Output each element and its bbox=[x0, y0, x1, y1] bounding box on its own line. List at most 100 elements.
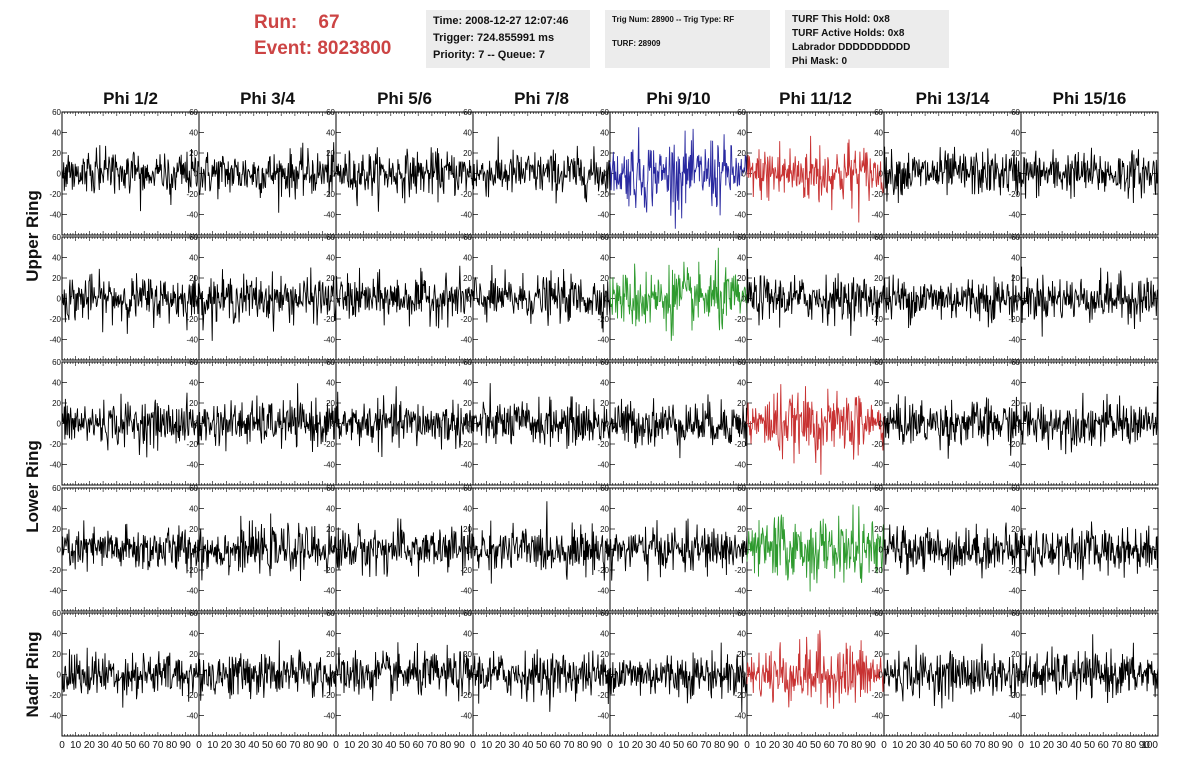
x-tick-label: 10 bbox=[1029, 740, 1041, 751]
y-tick-label: -20 bbox=[460, 691, 472, 700]
column-header: Phi 15/16 bbox=[1053, 89, 1127, 108]
phi-mask-text: Phi Mask: 0 bbox=[792, 56, 848, 67]
trig-num-text: Trig Num: 28900 -- Trig Type: RF bbox=[612, 15, 735, 24]
x-tick-label: 10 bbox=[481, 740, 493, 751]
y-tick-label: -20 bbox=[734, 190, 746, 199]
waveform-trace bbox=[746, 135, 885, 223]
x-tick-label: 40 bbox=[659, 740, 671, 751]
y-tick-label: 40 bbox=[326, 379, 335, 388]
y-tick-label: -40 bbox=[49, 712, 61, 721]
y-tick-label: -20 bbox=[49, 440, 61, 449]
y-tick-label: -20 bbox=[597, 566, 609, 575]
waveform-panel: -40 -20 0 20 40 60 bbox=[460, 108, 611, 236]
y-tick-label: -20 bbox=[1008, 566, 1020, 575]
waveform-panel: -40 -20 0 20 40 60 bbox=[871, 233, 1022, 361]
x-tick-label: 0 bbox=[1018, 740, 1024, 751]
waveform-trace bbox=[1020, 521, 1159, 581]
y-tick-label: 20 bbox=[189, 399, 198, 408]
run-label: Run: bbox=[254, 12, 298, 33]
y-tick-label: -40 bbox=[323, 712, 335, 721]
x-tick-label: 20 bbox=[495, 740, 507, 751]
turf-text: TURF: 28909 bbox=[612, 39, 661, 48]
y-tick-label: 20 bbox=[737, 525, 746, 534]
y-tick-label: 20 bbox=[326, 274, 335, 283]
waveform-panel: -40 -20 0 20 40 60 bbox=[1008, 609, 1159, 737]
y-tick-label: 0 bbox=[1016, 170, 1021, 179]
y-tick-label: 0 bbox=[468, 546, 473, 555]
x-tick-label: 80 bbox=[166, 740, 178, 751]
x-tick-label: 0 bbox=[607, 740, 613, 751]
x-tick-label: 50 bbox=[1084, 740, 1096, 751]
panel-frame bbox=[746, 111, 885, 236]
waveform-panel: -40 -20 0 20 40 60 bbox=[323, 358, 474, 486]
y-tick-label: 0 bbox=[331, 671, 336, 680]
x-tick-label: 50 bbox=[399, 740, 411, 751]
waveform-trace bbox=[472, 383, 611, 449]
column-header: Phi 13/14 bbox=[916, 89, 990, 108]
y-tick-label: -40 bbox=[323, 587, 335, 596]
waveform-trace bbox=[1020, 386, 1159, 455]
y-tick-label: 20 bbox=[600, 525, 609, 534]
y-tick-label: -20 bbox=[871, 190, 883, 199]
waveform-trace bbox=[1020, 266, 1159, 337]
waveform-panel: -40 -20 0 20 40 60 bbox=[734, 484, 885, 612]
x-tick-label: 80 bbox=[851, 740, 863, 751]
y-tick-label: -20 bbox=[186, 190, 198, 199]
y-tick-label: -20 bbox=[1008, 315, 1020, 324]
y-tick-label: 60 bbox=[463, 609, 472, 618]
waveform-panel: -40 -20 0 20 40 60 bbox=[49, 484, 200, 612]
y-tick-label: 40 bbox=[1011, 379, 1020, 388]
waveform-trace bbox=[609, 247, 748, 341]
x-tick-label: 90 bbox=[865, 740, 877, 751]
x-tick-label: 60 bbox=[687, 740, 699, 751]
x-tick-label: 60 bbox=[139, 740, 151, 751]
y-tick-label: 60 bbox=[737, 484, 746, 493]
y-tick-label: 20 bbox=[463, 525, 472, 534]
y-tick-label: 0 bbox=[57, 170, 62, 179]
waveform-trace bbox=[609, 394, 748, 459]
waveform-panel: -40 -20 0 20 40 60 bbox=[49, 233, 200, 361]
waveform-panel: -40 -20 0 20 40 60 bbox=[460, 484, 611, 612]
y-tick-label: 0 bbox=[879, 671, 884, 680]
y-tick-label: -40 bbox=[597, 712, 609, 721]
y-tick-label: -40 bbox=[871, 336, 883, 345]
y-tick-label: -40 bbox=[460, 461, 472, 470]
y-tick-label: 40 bbox=[463, 630, 472, 639]
y-tick-label: 40 bbox=[52, 254, 61, 263]
y-tick-label: -40 bbox=[186, 461, 198, 470]
column-header: Phi 11/12 bbox=[779, 89, 852, 108]
waveform-panel: -40 -20 0 20 40 60 bbox=[323, 609, 474, 737]
y-tick-label: -40 bbox=[1008, 712, 1020, 721]
x-tick-label: 40 bbox=[1070, 740, 1082, 751]
waveform-trace bbox=[472, 136, 611, 206]
y-tick-label: 0 bbox=[879, 420, 884, 429]
y-tick-label: 60 bbox=[189, 358, 198, 367]
x-tick-label: 40 bbox=[933, 740, 945, 751]
y-tick-label: 0 bbox=[605, 420, 610, 429]
y-tick-label: 20 bbox=[52, 149, 61, 158]
y-tick-label: 60 bbox=[874, 108, 883, 117]
y-tick-label: 0 bbox=[742, 170, 747, 179]
y-tick-label: 20 bbox=[1011, 399, 1020, 408]
waveform-panel: -40 -20 0 20 40 60 bbox=[734, 233, 885, 361]
y-tick-label: -20 bbox=[323, 190, 335, 199]
y-tick-label: 20 bbox=[326, 525, 335, 534]
y-tick-label: 20 bbox=[463, 149, 472, 158]
y-tick-label: 0 bbox=[1016, 546, 1021, 555]
y-tick-label: 60 bbox=[52, 484, 61, 493]
y-tick-label: -40 bbox=[1008, 336, 1020, 345]
y-tick-label: -40 bbox=[1008, 587, 1020, 596]
labrador-text: Labrador DDDDDDDDDD bbox=[792, 42, 911, 53]
y-tick-label: 0 bbox=[57, 546, 62, 555]
waveform-trace bbox=[198, 513, 337, 582]
y-tick-label: -20 bbox=[49, 691, 61, 700]
y-tick-label: 0 bbox=[57, 420, 62, 429]
x-tick-label: 20 bbox=[632, 740, 644, 751]
y-tick-label: 20 bbox=[874, 650, 883, 659]
x-tick-label: 10 bbox=[70, 740, 82, 751]
y-tick-label: 40 bbox=[189, 505, 198, 514]
y-tick-label: -40 bbox=[460, 336, 472, 345]
waveform-panel: -40 -20 0 20 40 60 bbox=[871, 484, 1022, 612]
x-tick-label: 50 bbox=[536, 740, 548, 751]
x-tick-label: 10 bbox=[344, 740, 356, 751]
